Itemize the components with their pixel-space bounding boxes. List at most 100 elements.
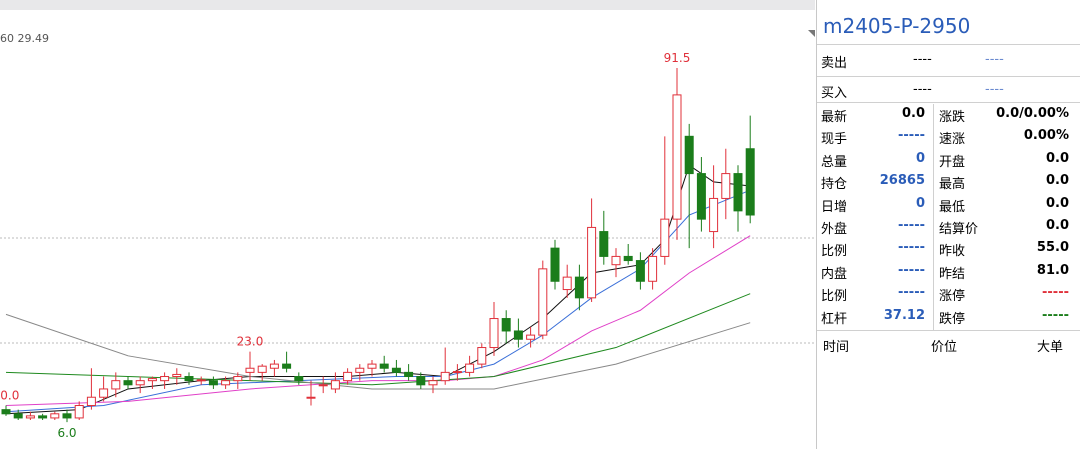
- candle-body: [623, 255, 633, 262]
- candle-body: [367, 363, 377, 369]
- candle-body: [696, 173, 706, 220]
- quote-panel: m2405-P-2950 卖出 ---- ---- 买入 ---- ---- 最…: [816, 0, 1080, 449]
- ma-line: [5, 313, 751, 390]
- quote-label: 最低: [939, 199, 966, 215]
- quote-value: 0.0: [901, 106, 925, 121]
- extreme-label: 23.0: [237, 335, 264, 349]
- candle-body: [196, 379, 206, 382]
- quote-value: 81.0: [1036, 262, 1069, 278]
- quote-label: 内盘: [821, 266, 848, 282]
- top-bar: [0, 0, 815, 10]
- candle-body: [709, 197, 719, 233]
- quote-value: 0.0: [1045, 173, 1069, 189]
- sell-price: ----: [913, 52, 932, 67]
- divider: [817, 330, 1080, 331]
- candle-body: [733, 173, 743, 212]
- buy-volume: ----: [985, 82, 1004, 97]
- candle-body: [452, 371, 462, 374]
- sell-label: 卖出: [821, 56, 848, 71]
- candle-body: [648, 255, 658, 282]
- candle-body: [13, 413, 23, 419]
- divider: [933, 104, 934, 330]
- candle-body: [25, 415, 35, 419]
- quote-value: -----: [898, 240, 925, 256]
- candle-body: [257, 365, 267, 373]
- extreme-label: 91.5: [664, 51, 691, 65]
- candle-body: [404, 371, 414, 378]
- candle-body: [86, 396, 96, 407]
- candle-body: [660, 218, 670, 257]
- candle-body: [587, 226, 597, 299]
- candle-body: [294, 376, 304, 382]
- divider: [817, 44, 1080, 45]
- candle-body: [306, 396, 316, 399]
- candle-body: [721, 173, 731, 199]
- footer-label: 价位: [931, 340, 958, 355]
- quote-label: 涨停: [939, 289, 966, 305]
- buy-price: ----: [913, 82, 932, 97]
- candle-body: [611, 255, 621, 266]
- corner-mark: [808, 30, 815, 37]
- candle-body: [184, 376, 194, 382]
- quote-label: 比例: [821, 244, 848, 260]
- candle-body: [208, 380, 218, 386]
- quote-label: 总量: [821, 154, 848, 170]
- candle-body: [538, 268, 548, 336]
- ma-line: [5, 189, 751, 413]
- quote-label: 比例: [821, 289, 848, 305]
- quote-label: 昨结: [939, 266, 966, 282]
- chart-header: 60 29.49: [0, 32, 49, 45]
- candle-body: [160, 376, 170, 382]
- candle-body: [99, 388, 109, 398]
- candle-body: [428, 380, 438, 386]
- quote-label: 开盘: [939, 154, 966, 170]
- ma-line: [5, 293, 751, 386]
- quote-label: 持仓: [821, 177, 848, 193]
- divider: [817, 102, 1080, 103]
- candle-body: [489, 318, 499, 349]
- candle-body: [38, 415, 48, 419]
- quote-value: -----: [898, 262, 925, 278]
- candle-body: [574, 276, 584, 299]
- candle-body: [318, 384, 328, 387]
- panel-title: m2405-P-2950: [823, 14, 971, 38]
- candle-body: [282, 363, 292, 369]
- quote-label: 杠杆: [821, 311, 848, 327]
- quote-label: 涨跌: [939, 110, 966, 125]
- candle-body: [440, 371, 450, 382]
- quote-value: -----: [1042, 307, 1069, 323]
- quote-value: 0.00%: [1023, 128, 1069, 144]
- quote-label: 最新: [821, 110, 848, 125]
- candle-body: [391, 367, 401, 373]
- quote-label: 最高: [939, 177, 966, 193]
- quote-label: 跌停: [939, 311, 966, 327]
- candle-body: [50, 413, 60, 419]
- candle-body: [599, 231, 609, 257]
- candle-body: [233, 376, 243, 382]
- quote-value: -----: [898, 218, 925, 233]
- footer-label: 大单: [1037, 340, 1064, 355]
- quote-value: 0: [915, 150, 925, 166]
- candle-body: [745, 148, 755, 216]
- candle-body: [172, 373, 182, 378]
- candle-body: [501, 318, 511, 332]
- candle-body: [550, 247, 560, 282]
- quote-value: 0.0: [1045, 150, 1069, 166]
- candle-body: [526, 334, 536, 340]
- candle-body: [465, 363, 475, 373]
- quote-value: 37.12: [883, 307, 925, 323]
- candle-body: [221, 380, 231, 386]
- candle-body: [672, 94, 682, 220]
- quote-label: 结算价: [939, 222, 979, 237]
- quote-label: 昨收: [939, 244, 966, 260]
- quote-label: 现手: [821, 132, 848, 148]
- candle-body: [513, 330, 523, 340]
- candle-body: [245, 367, 255, 373]
- candle-body: [355, 367, 365, 373]
- candle-body: [1, 409, 11, 415]
- candle-body: [269, 363, 279, 369]
- candle-body: [635, 260, 645, 282]
- quote-value: 0.0: [1045, 218, 1069, 233]
- candle-body: [416, 376, 426, 386]
